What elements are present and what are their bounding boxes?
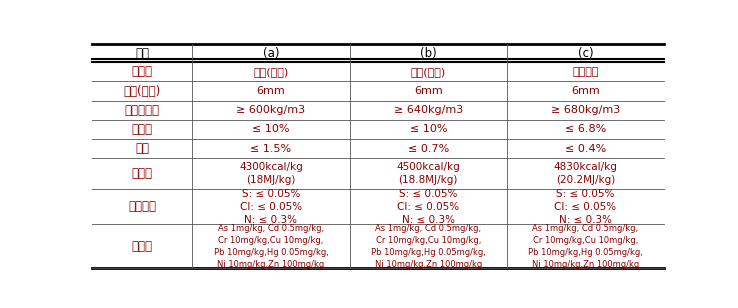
Text: 뉴질랜드: 뉴질랜드 — [572, 67, 599, 77]
Text: ≤ 10%: ≤ 10% — [252, 124, 290, 135]
Text: 한국(포항): 한국(포항) — [410, 67, 446, 77]
Text: 크기(직경): 크기(직경) — [124, 84, 161, 98]
Text: ≤ 6.8%: ≤ 6.8% — [565, 124, 606, 135]
Text: 한국(단양): 한국(단양) — [253, 67, 289, 77]
Text: 함수율: 함수율 — [132, 123, 153, 136]
Text: As 1mg/kg, Cd 0.5mg/kg,
Cr 10mg/kg,Cu 10mg/kg,
Pb 10mg/kg,Hg 0.05mg/kg,
Ni 10mg/: As 1mg/kg, Cd 0.5mg/kg, Cr 10mg/kg,Cu 10… — [370, 224, 486, 269]
Text: 6mm: 6mm — [257, 86, 286, 96]
Text: ≥ 600kg/m3: ≥ 600kg/m3 — [236, 105, 306, 115]
Text: ≤ 1.5%: ≤ 1.5% — [250, 144, 292, 154]
Text: 무기물: 무기물 — [132, 240, 153, 253]
Text: 회분: 회분 — [135, 142, 149, 155]
Text: 4500kcal/kg
(18.8MJ/kg): 4500kcal/kg (18.8MJ/kg) — [396, 162, 461, 185]
Text: 발열량: 발열량 — [132, 167, 153, 180]
Text: As 1mg/kg, Cd 0.5mg/kg,
Cr 10mg/kg,Cu 10mg/kg,
Pb 10mg/kg,Hg 0.05mg/kg,
Ni 10mg/: As 1mg/kg, Cd 0.5mg/kg, Cr 10mg/kg,Cu 10… — [528, 224, 643, 269]
Text: (b): (b) — [420, 47, 437, 60]
Text: ≤ 0.4%: ≤ 0.4% — [565, 144, 606, 154]
Text: 4300kcal/kg
(18MJ/kg): 4300kcal/kg (18MJ/kg) — [239, 162, 303, 185]
Text: S: ≤ 0.05%
Cl: ≤ 0.05%
N: ≤ 0.3%: S: ≤ 0.05% Cl: ≤ 0.05% N: ≤ 0.3% — [554, 188, 617, 225]
Text: S: ≤ 0.05%
Cl: ≤ 0.05%
N: ≤ 0.3%: S: ≤ 0.05% Cl: ≤ 0.05% N: ≤ 0.3% — [240, 188, 302, 225]
Text: ≥ 680kg/m3: ≥ 680kg/m3 — [551, 105, 620, 115]
Text: 6mm: 6mm — [571, 86, 600, 96]
Text: S: ≤ 0.05%
Cl: ≤ 0.05%
N: ≤ 0.3%: S: ≤ 0.05% Cl: ≤ 0.05% N: ≤ 0.3% — [397, 188, 459, 225]
Text: (a): (a) — [263, 47, 279, 60]
Text: 원산지: 원산지 — [132, 65, 153, 78]
Text: 샘플: 샘플 — [135, 47, 149, 60]
Text: ≥ 640kg/m3: ≥ 640kg/m3 — [393, 105, 463, 115]
Text: As 1mg/kg, Cd 0.5mg/kg,
Cr 10mg/kg,Cu 10mg/kg,
Pb 10mg/kg,Hg 0.05mg/kg,
Ni 10mg/: As 1mg/kg, Cd 0.5mg/kg, Cr 10mg/kg,Cu 10… — [213, 224, 328, 269]
Text: ≤ 0.7%: ≤ 0.7% — [407, 144, 449, 154]
Text: 4830kcal/kg
(20.2MJ/kg): 4830kcal/kg (20.2MJ/kg) — [554, 162, 618, 185]
Text: 겉보기밀도: 겉보기밀도 — [125, 104, 160, 117]
Text: 화학성분: 화학성분 — [128, 200, 156, 213]
Text: (c): (c) — [578, 47, 593, 60]
Text: 6mm: 6mm — [414, 86, 443, 96]
Text: ≤ 10%: ≤ 10% — [410, 124, 447, 135]
